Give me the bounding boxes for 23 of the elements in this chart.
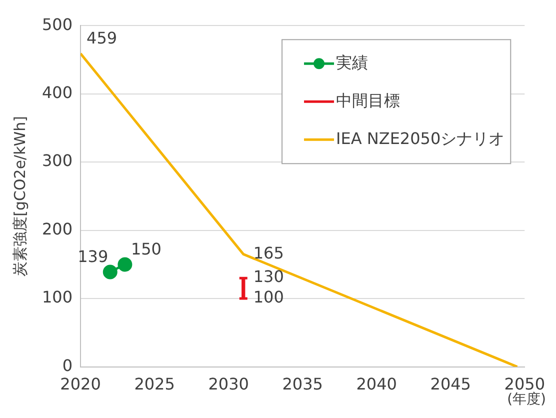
x-tick-label: 2020 [60, 374, 101, 394]
x-tick-label: 2025 [134, 374, 175, 394]
annotation: 165 [253, 243, 284, 262]
y-tick-label: 0 [62, 356, 73, 375]
legend-label: IEA NZE2050シナリオ [336, 128, 505, 148]
y-tick-label: 500 [42, 14, 73, 34]
annotation: 139 [78, 247, 108, 266]
y-axis-title: 炭素強度[gCO2e/kWh] [10, 116, 29, 276]
y-tick-label: 400 [42, 82, 73, 102]
annotation: 100 [253, 288, 284, 307]
y-tick-label: 300 [42, 151, 73, 170]
annotation: 130 [253, 267, 284, 286]
x-tick-label: 2035 [282, 374, 323, 394]
annotation: 150 [130, 240, 162, 259]
x-tick-label: 2040 [356, 374, 397, 394]
y-tick-label: 100 [42, 288, 73, 307]
annotation: 459 [86, 28, 118, 48]
x-axis-title: (年度) [507, 392, 546, 408]
legend-label: 実績 [336, 52, 368, 72]
x-tick-label: 2030 [208, 374, 249, 394]
x-tick-label: 2045 [430, 374, 471, 394]
y-tick-label: 200 [42, 219, 73, 238]
legend-label: 中間目標 [336, 90, 400, 110]
